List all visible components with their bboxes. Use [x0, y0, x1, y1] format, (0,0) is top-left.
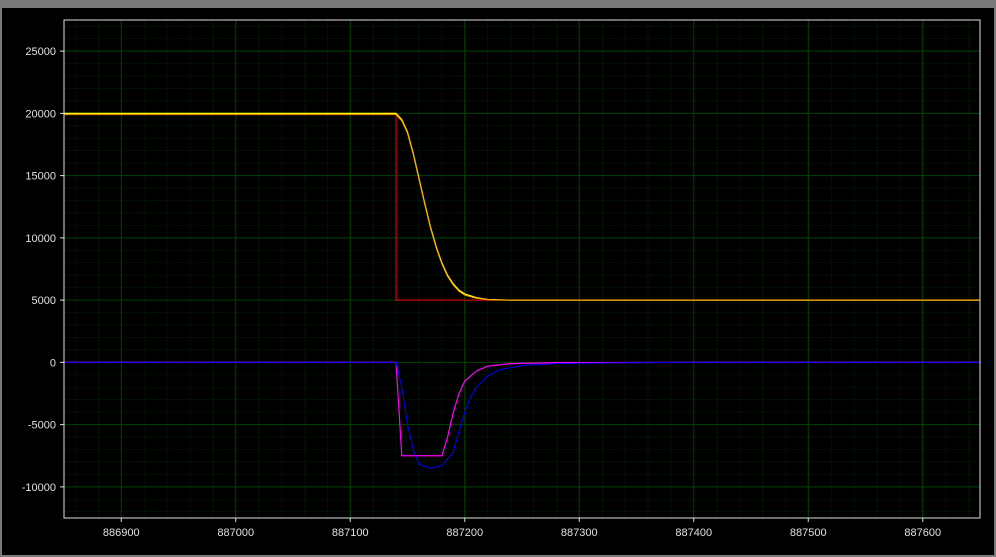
xtick-label: 887000: [217, 527, 254, 539]
chart-svg: -10000 -5000 0 5000 10000 15000 20000 25000 8869…: [2, 8, 994, 555]
ytick-label: -10000: [22, 482, 56, 494]
chart-panel: -10000 -5000 0 5000 10000 15000 20000 25000 8869…: [2, 8, 994, 555]
xtick-label: 886900: [103, 527, 140, 539]
xtick-label: 887200: [446, 527, 483, 539]
window-outer: -10000 -5000 0 5000 10000 15000 20000 25000 8869…: [0, 0, 996, 557]
xtick-label: 887500: [790, 527, 827, 539]
ytick-label: 15000: [25, 171, 56, 183]
ytick-label: -5000: [28, 420, 56, 432]
ytick-label: 20000: [25, 108, 56, 120]
xtick-label: 887100: [332, 527, 369, 539]
ytick-label: 5000: [32, 295, 56, 307]
ytick-label: 25000: [25, 46, 56, 58]
xtick-label: 887300: [561, 527, 598, 539]
xtick-label: 887400: [675, 527, 712, 539]
ytick-label: 10000: [25, 233, 56, 245]
ytick-label: 0: [50, 357, 56, 369]
xtick-label: 887600: [904, 527, 941, 539]
